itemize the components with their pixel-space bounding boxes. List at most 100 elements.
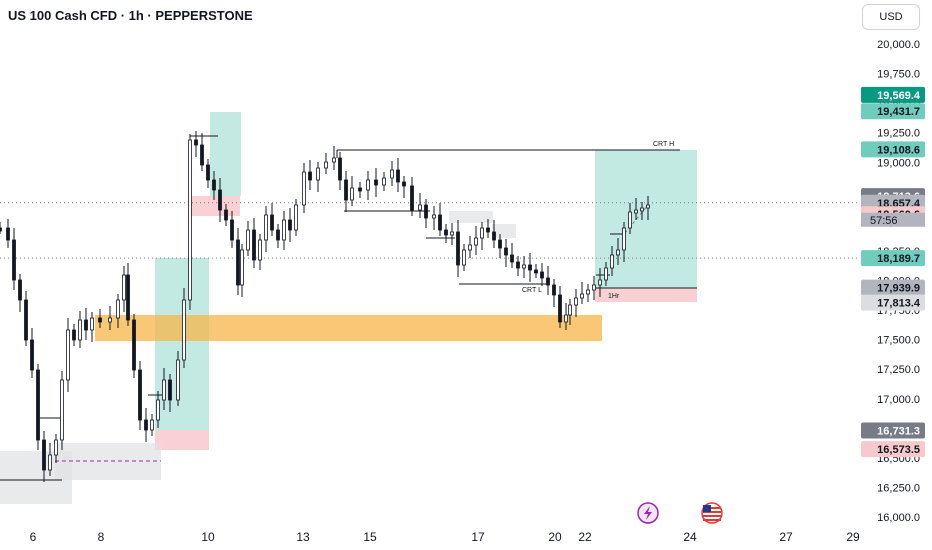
- candle-body: [36, 369, 40, 441]
- price-tag: [861, 294, 925, 311]
- y-tick-label: 17,000.0: [877, 394, 920, 406]
- countdown-label: 57:56: [870, 215, 898, 227]
- candle-body: [486, 227, 490, 233]
- candle-body: [66, 329, 70, 381]
- candle-body: [182, 299, 186, 361]
- candle-body: [574, 297, 578, 306]
- price-tag-label: 17,939.9: [877, 283, 920, 295]
- candle-body: [230, 219, 234, 241]
- candle-body: [224, 209, 228, 221]
- candle-body: [396, 169, 400, 183]
- price-tag: [861, 103, 925, 120]
- candle-body: [24, 299, 28, 341]
- candle-body: [162, 379, 166, 401]
- x-tick-label: 10: [201, 530, 215, 544]
- candle-body: [200, 144, 204, 166]
- candle-body: [628, 211, 632, 229]
- short-zone: [595, 288, 697, 302]
- price-tag: [861, 279, 925, 296]
- x-tick-label: 20: [548, 530, 562, 544]
- candle-body: [338, 157, 342, 181]
- candle-body: [138, 369, 142, 421]
- candle-body: [540, 271, 544, 279]
- candle-body: [240, 249, 244, 286]
- price-tag-label: 19,431.7: [877, 106, 920, 118]
- candle-body: [646, 204, 650, 209]
- y-tick-label: 16,000.0: [877, 512, 920, 524]
- candle-body: [534, 269, 538, 274]
- candle-body: [236, 239, 240, 286]
- candle-body: [150, 419, 154, 431]
- y-tick-label: 19,000.0: [877, 157, 920, 169]
- x-tick-label: 8: [98, 530, 105, 544]
- candle-body: [126, 274, 130, 321]
- candle-body: [522, 264, 526, 269]
- candle-body: [424, 204, 428, 219]
- candle-body: [382, 177, 386, 186]
- lightning-icon[interactable]: [637, 502, 659, 524]
- candle-body: [188, 139, 192, 301]
- candle-body: [598, 279, 602, 286]
- currency-selector[interactable]: USD: [862, 4, 920, 30]
- candle-body: [258, 239, 262, 261]
- candle-body: [276, 229, 280, 241]
- price-tag-label: 19,108.6: [877, 144, 920, 156]
- candle-body: [546, 277, 550, 286]
- candle-body: [580, 293, 584, 299]
- candle-body: [132, 319, 136, 371]
- candle-body: [156, 399, 160, 421]
- candle-body: [498, 239, 502, 249]
- candle-body: [144, 419, 148, 431]
- candle-body: [302, 171, 306, 206]
- candle-body: [0, 227, 2, 232]
- candle-body: [374, 179, 378, 186]
- candle-body: [634, 209, 638, 214]
- price-tag-label: 19,569.4: [877, 90, 921, 102]
- candle-body: [558, 294, 562, 323]
- candle-body: [622, 227, 626, 251]
- candle-body: [316, 167, 320, 181]
- candle-body: [418, 204, 422, 211]
- candle-body: [450, 231, 454, 236]
- candle-body: [350, 187, 354, 201]
- candle-body: [176, 359, 180, 401]
- candle-body: [480, 227, 484, 239]
- candle-body: [474, 237, 478, 246]
- candle-body: [410, 185, 414, 211]
- grey-box: [449, 211, 493, 223]
- annotation-label: CRT H: [653, 141, 674, 148]
- candle-body: [468, 244, 472, 251]
- annotation-label: CRT L: [522, 287, 542, 294]
- candle-body: [528, 264, 532, 271]
- candle-body: [358, 187, 362, 192]
- candle-body: [456, 231, 460, 266]
- candle-body: [18, 279, 22, 301]
- candle-body: [122, 274, 126, 301]
- short-zone: [155, 430, 209, 450]
- candle-body: [640, 207, 644, 212]
- x-tick-label: 29: [846, 530, 860, 544]
- candle-body: [324, 161, 328, 169]
- candle-body: [246, 229, 250, 251]
- x-tick-label: 24: [683, 530, 697, 544]
- us-flag-icon[interactable]: [701, 502, 723, 524]
- candle-body: [78, 319, 82, 341]
- candle-body: [610, 254, 614, 269]
- y-tick-label: 19,750.0: [877, 69, 920, 81]
- fvg-zone: [95, 315, 602, 341]
- candle-body: [168, 379, 172, 401]
- candle-body: [592, 284, 596, 291]
- x-tick-label: 15: [363, 530, 377, 544]
- candle-body: [366, 179, 370, 191]
- x-tick-label: 27: [779, 530, 793, 544]
- candle-body: [12, 239, 16, 281]
- candle-body: [564, 314, 568, 323]
- candle-body: [344, 179, 348, 201]
- candle-body: [504, 247, 508, 256]
- y-tick-label: 20,000.0: [877, 39, 920, 51]
- long-zone: [155, 258, 209, 430]
- candle-body: [510, 254, 514, 263]
- x-tick-label: 6: [30, 530, 37, 544]
- candle-body: [308, 171, 312, 181]
